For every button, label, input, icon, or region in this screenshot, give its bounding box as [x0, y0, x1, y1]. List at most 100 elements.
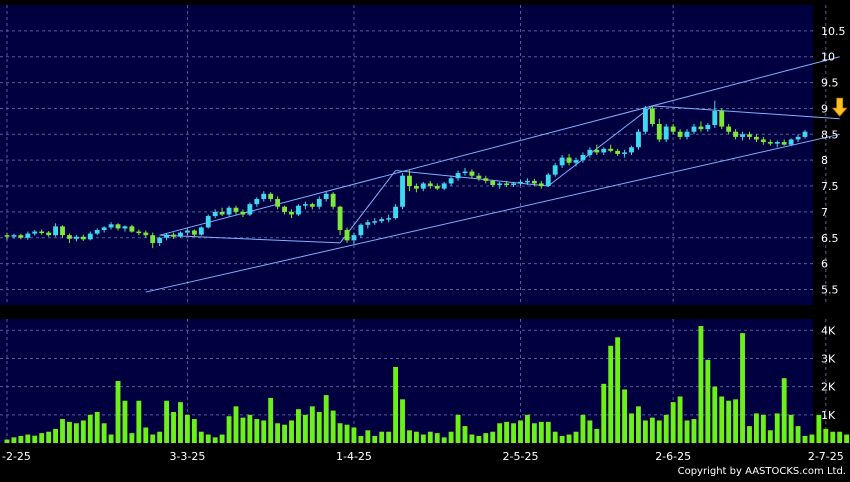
- candle-body: [268, 193, 274, 199]
- volume-bar: [823, 428, 829, 443]
- volume-bar: [511, 423, 516, 443]
- candle-body: [254, 198, 260, 205]
- volume-bar: [344, 424, 350, 443]
- candle-body: [753, 136, 759, 140]
- price-tick-label: 10.5: [821, 25, 846, 38]
- candle-body: [73, 236, 79, 239]
- volume-bar: [663, 414, 669, 443]
- candle-body: [712, 111, 718, 125]
- candle-body: [261, 193, 267, 199]
- candle-body: [393, 206, 399, 219]
- candle-body: [719, 111, 725, 127]
- price-tick-label: 10: [821, 51, 835, 64]
- volume-tick-label: 4K: [821, 324, 836, 337]
- volume-bar: [184, 414, 190, 443]
- volume-bar: [226, 416, 232, 443]
- volume-bar: [261, 420, 267, 443]
- volume-bar: [32, 435, 38, 443]
- candle-body: [476, 175, 482, 179]
- volume-bar: [712, 386, 718, 443]
- price-tick-label: 9.5: [821, 77, 839, 90]
- volume-bar: [87, 414, 93, 443]
- volume-bar: [240, 417, 246, 443]
- candle-body: [226, 207, 232, 215]
- volume-bar: [4, 439, 10, 443]
- volume-bar: [816, 414, 822, 443]
- candle-body: [337, 206, 343, 230]
- volume-bar: [642, 420, 648, 443]
- candle-body: [386, 218, 392, 220]
- volume-bar: [580, 414, 586, 443]
- candle-body: [39, 231, 45, 234]
- candle-body: [150, 235, 156, 243]
- volume-bar: [545, 421, 551, 443]
- candle-body: [407, 175, 412, 187]
- x-tick-label: 1-4-25: [336, 450, 372, 463]
- candle-body: [642, 108, 648, 132]
- volume-bar: [25, 434, 31, 443]
- volume-bar: [212, 437, 218, 443]
- candle-body: [351, 235, 357, 241]
- volume-bar: [448, 431, 454, 443]
- trendline: [159, 234, 341, 244]
- volume-bar: [795, 426, 801, 443]
- axes: 5.5 6 6.5 7 7.5 8 8.5 9 9.5 10 10.5 1K 2K 3K 4K -2-25 3-…: [2, 25, 846, 463]
- volume-bar: [802, 435, 808, 443]
- candle-body: [164, 234, 170, 238]
- candle-body: [518, 181, 523, 184]
- volume-bar: [656, 420, 662, 443]
- volume-bar: [296, 409, 301, 443]
- trendline: [159, 56, 840, 236]
- volume-bar: [434, 433, 440, 443]
- candle-body: [538, 183, 544, 187]
- volume-bar: [108, 434, 114, 443]
- candle-body: [545, 174, 551, 187]
- candle-body: [316, 198, 322, 207]
- candle-body: [240, 211, 246, 215]
- candle-body: [455, 173, 461, 179]
- volume-bar: [525, 414, 530, 443]
- volume-bar: [726, 400, 732, 443]
- candle-body: [53, 226, 59, 236]
- volume-bar: [469, 434, 475, 443]
- volume-bar: [809, 434, 815, 443]
- volume-bar: [844, 434, 850, 443]
- volume-bar: [601, 383, 607, 443]
- volume-bar: [39, 433, 45, 443]
- volume-panel-bg: [0, 319, 813, 443]
- volume-bar: [115, 381, 121, 443]
- volume-bar: [649, 417, 655, 443]
- candle-body: [372, 221, 378, 223]
- volume-bar: [46, 431, 52, 443]
- candle-body: [462, 171, 468, 174]
- price-tick-label: 6: [821, 258, 828, 271]
- candle-body: [448, 178, 454, 184]
- volume-bar: [122, 400, 128, 443]
- candle-body: [760, 139, 766, 143]
- candle-body: [677, 131, 683, 137]
- candle-body: [580, 155, 586, 161]
- candle-body: [483, 178, 489, 181]
- volume-bar: [538, 421, 544, 443]
- candle-body: [747, 134, 752, 137]
- candle-body: [67, 235, 72, 239]
- volume-bar: [233, 406, 239, 443]
- candles: [4, 100, 808, 249]
- volume-bar: [178, 402, 183, 443]
- candle-body: [115, 224, 121, 229]
- candle-body: [684, 131, 690, 137]
- candle-body: [32, 231, 38, 234]
- volume-bar: [622, 389, 628, 443]
- candle-body: [573, 160, 579, 163]
- candle-body: [698, 126, 704, 130]
- volume-bar: [171, 412, 176, 443]
- volume-bar: [143, 427, 149, 443]
- volume-bar: [684, 420, 690, 443]
- candle-body: [191, 230, 197, 235]
- candle-body: [94, 230, 100, 234]
- candle-body: [795, 136, 801, 140]
- candle-body: [511, 183, 516, 185]
- volume-bar: [18, 435, 24, 443]
- candle-body: [656, 123, 662, 140]
- copyright-text: Copyright by AASTOCKS.com Ltd.: [677, 466, 846, 477]
